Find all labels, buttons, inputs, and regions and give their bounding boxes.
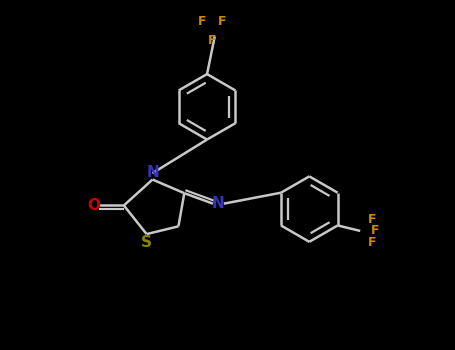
Text: S: S: [141, 235, 152, 250]
Text: O: O: [87, 198, 100, 213]
Text: F: F: [208, 34, 216, 47]
Text: N: N: [212, 196, 225, 211]
Text: F: F: [368, 236, 376, 249]
Text: N: N: [146, 165, 159, 180]
Text: F: F: [371, 224, 379, 237]
Text: F: F: [198, 15, 206, 28]
Text: F: F: [218, 15, 226, 28]
Text: F: F: [368, 212, 376, 226]
